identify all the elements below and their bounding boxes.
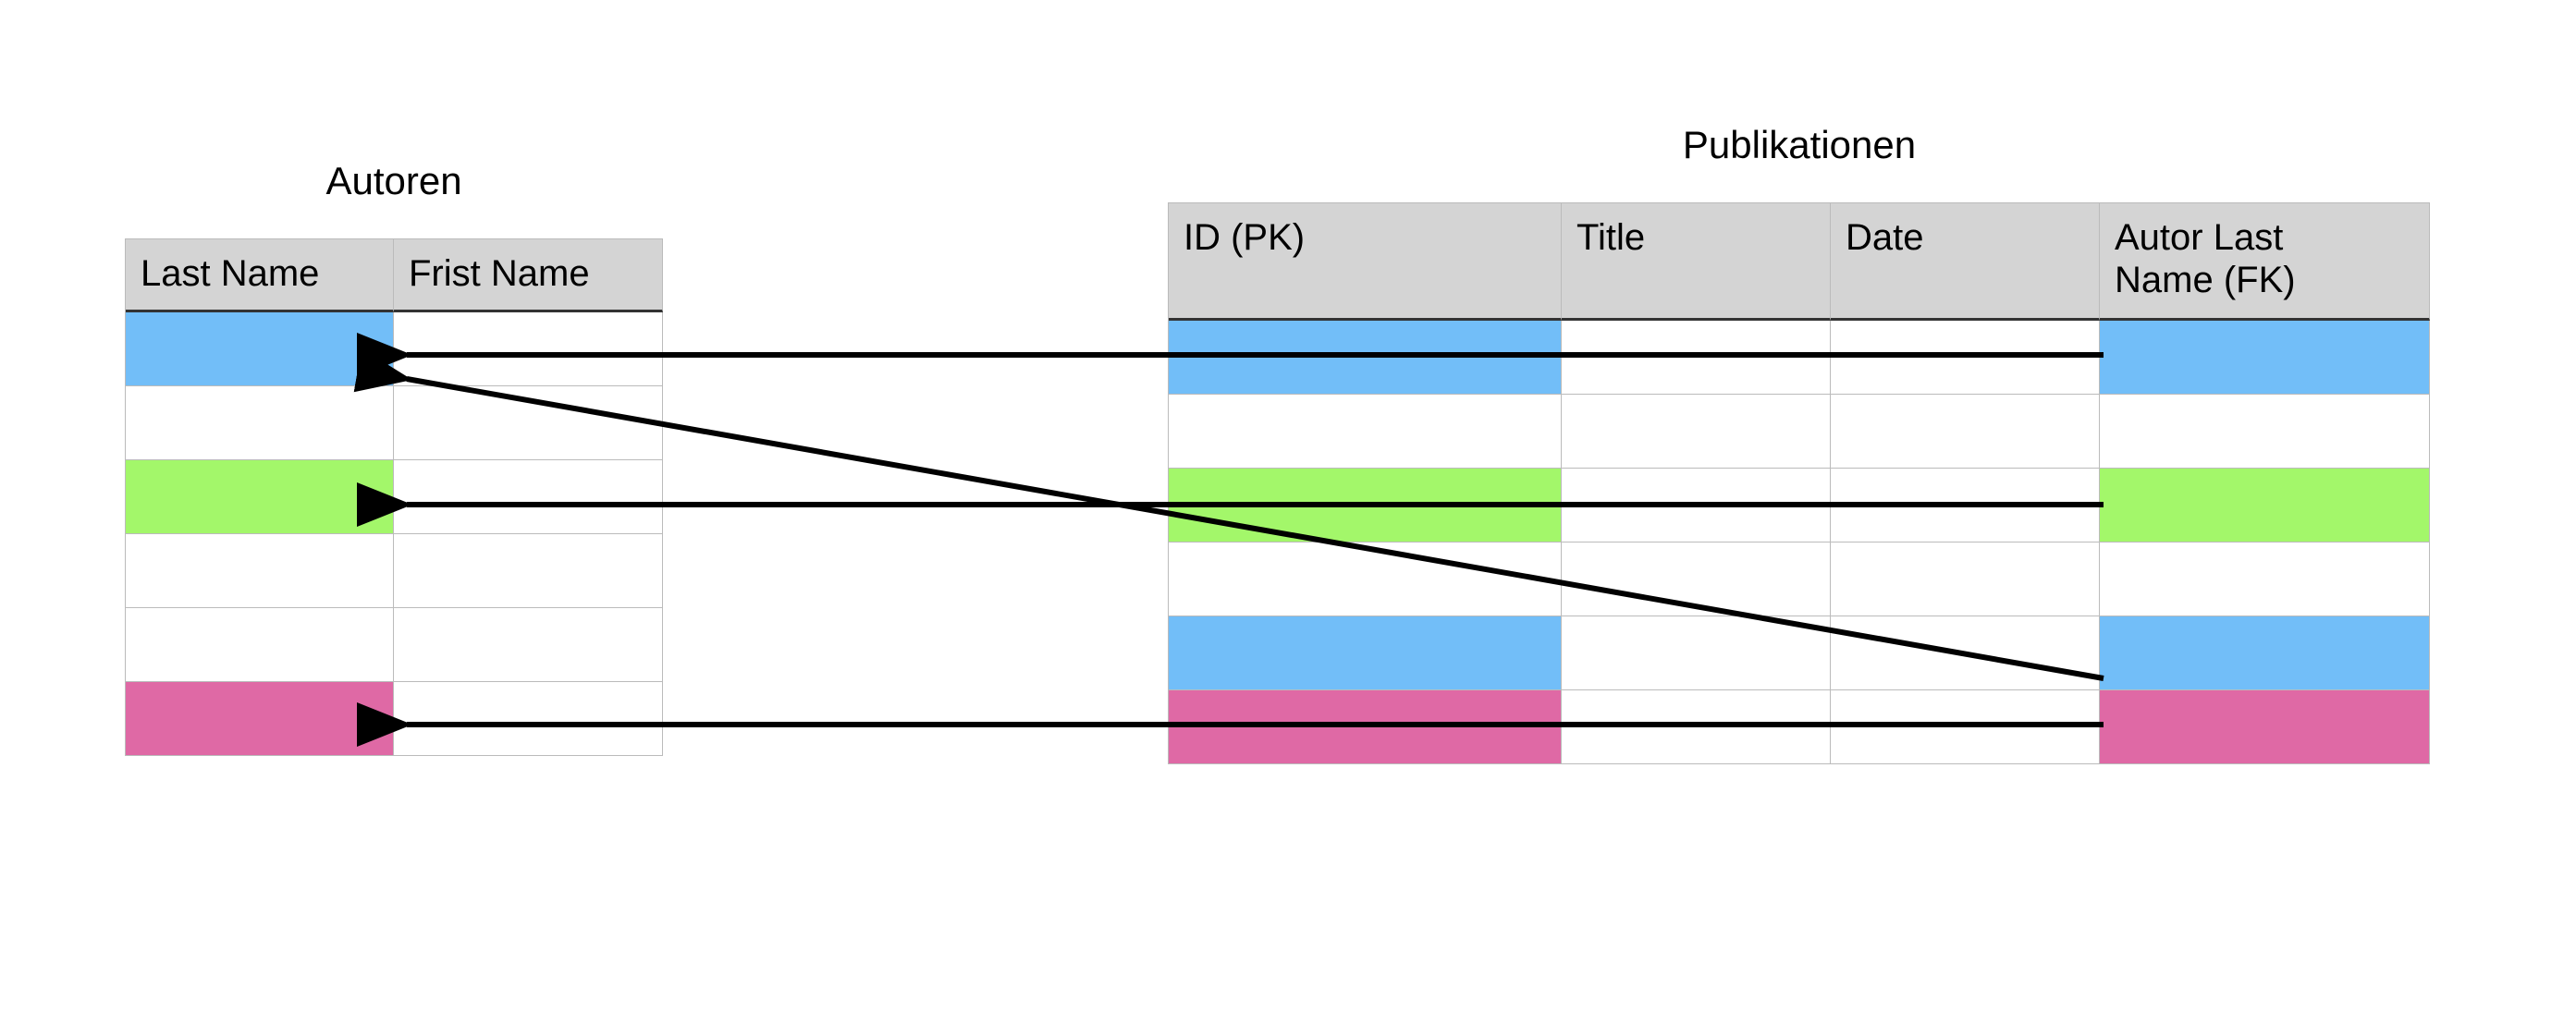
table-cell: [2100, 395, 2430, 469]
column-header: Date: [1831, 202, 2100, 321]
table-title: Autoren: [325, 159, 462, 202]
table-cell: [1169, 616, 1562, 690]
column-header: Frist Name: [394, 238, 663, 312]
table-cell: [394, 312, 663, 386]
table-cell: [1562, 616, 1831, 690]
table-cell: [2100, 542, 2430, 616]
table-cell: [1831, 395, 2100, 469]
column-header: Autor Last Name (FK): [2100, 202, 2430, 321]
table-cell: [2100, 616, 2430, 690]
table-cell: [394, 534, 663, 608]
column-header: Title: [1562, 202, 1831, 321]
column-header: Last Name: [126, 238, 394, 312]
arrow: [353, 347, 2104, 681]
table-cell: [126, 608, 394, 682]
table-cell: [2100, 321, 2430, 395]
table-cell: [1831, 542, 2100, 616]
autoren-table: Last Name Frist Name: [125, 238, 663, 756]
table-cell: [126, 534, 394, 608]
table-cell: [394, 682, 663, 756]
table-cell: [126, 682, 394, 756]
table-cell: [1169, 395, 1562, 469]
table-cell: [394, 608, 663, 682]
table-cell: [394, 460, 663, 534]
table-cell: [2100, 469, 2430, 542]
table-cell: [1169, 542, 1562, 616]
table-cell: [126, 312, 394, 386]
table-cell: [1562, 395, 1831, 469]
column-header: ID (PK): [1169, 202, 1562, 321]
table-cell: [126, 460, 394, 534]
table-cell: [126, 386, 394, 460]
table-title: Publikationen: [1682, 123, 1917, 166]
table-cell: [2100, 690, 2430, 764]
